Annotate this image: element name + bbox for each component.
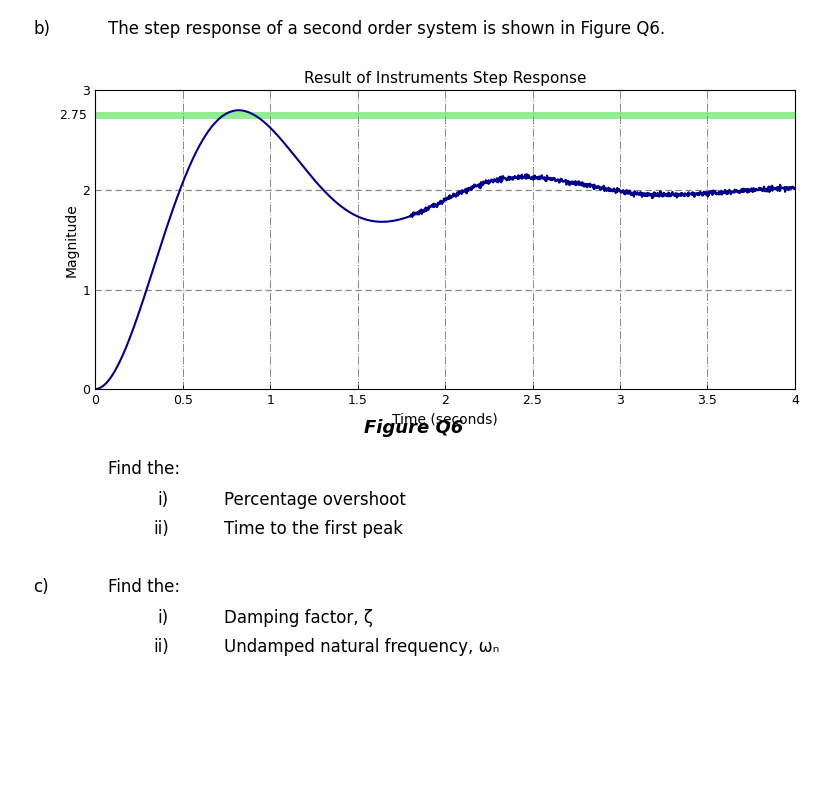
Text: i): i) (157, 491, 168, 509)
Text: ii): ii) (153, 520, 169, 538)
X-axis label: Time (seconds): Time (seconds) (392, 413, 497, 427)
Text: 2.75: 2.75 (59, 108, 87, 122)
Text: The step response of a second order system is shown in Figure Q6.: The step response of a second order syst… (108, 20, 664, 38)
Y-axis label: Magnitude: Magnitude (65, 203, 78, 277)
Text: Undamped natural frequency, ωₙ: Undamped natural frequency, ωₙ (223, 638, 499, 656)
Text: Damping factor, ζ: Damping factor, ζ (223, 609, 372, 627)
Text: c): c) (33, 578, 49, 596)
Text: Percentage overshoot: Percentage overshoot (223, 491, 405, 509)
Text: Figure Q6: Figure Q6 (364, 419, 463, 437)
Text: ii): ii) (153, 638, 169, 656)
Text: Find the:: Find the: (108, 578, 179, 596)
Text: Find the:: Find the: (108, 460, 179, 478)
Text: b): b) (33, 20, 50, 38)
Text: i): i) (157, 609, 168, 627)
Title: Result of Instruments Step Response: Result of Instruments Step Response (304, 72, 586, 86)
Text: Time to the first peak: Time to the first peak (223, 520, 402, 538)
